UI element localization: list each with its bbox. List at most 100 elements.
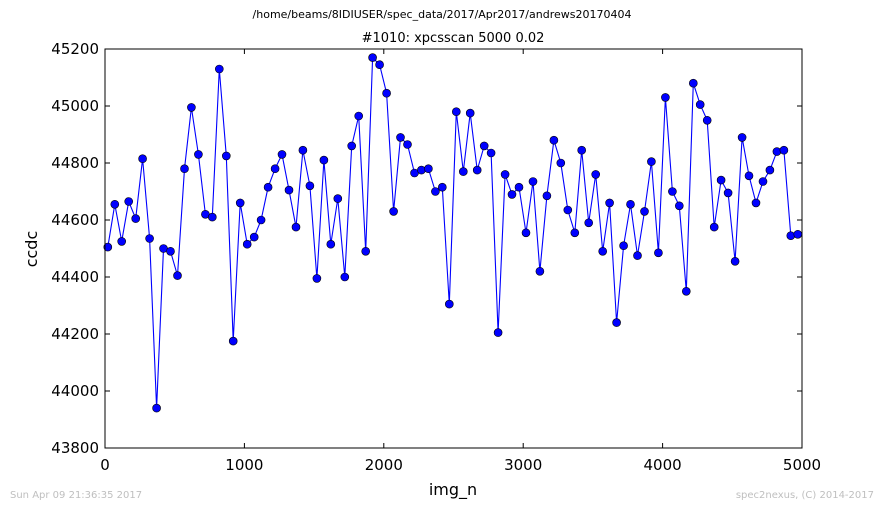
data-point: [417, 165, 426, 175]
data-point: [654, 248, 663, 258]
data-point: [437, 182, 447, 192]
data-point: [619, 241, 628, 250]
footer-credit: spec2nexus, (C) 2014-2017: [736, 490, 874, 501]
data-point: [284, 185, 294, 195]
x-tick-label: 0: [100, 456, 110, 474]
data-point: [180, 164, 189, 173]
y-axis-label: ccdc: [22, 231, 41, 268]
y-tick-label: 44600: [51, 211, 99, 229]
data-point: [382, 88, 391, 98]
data-point: [277, 150, 287, 159]
data-point: [354, 111, 364, 121]
data-point: [305, 181, 315, 191]
data-point: [368, 53, 377, 62]
data-point: [403, 140, 412, 149]
data-point: [242, 239, 252, 249]
data-point: [326, 239, 336, 249]
data-point: [793, 230, 803, 239]
data-point: [493, 328, 503, 337]
data-point: [333, 194, 343, 203]
data-point: [465, 108, 475, 118]
data-point: [166, 247, 175, 256]
data-point: [591, 170, 601, 179]
y-tick-label: 44200: [51, 325, 99, 343]
data-point: [723, 188, 733, 198]
x-tick-label: 2000: [365, 456, 403, 474]
data-point: [695, 100, 705, 109]
data-point: [396, 133, 405, 142]
data-point: [124, 197, 133, 206]
data-point: [688, 78, 698, 88]
data-point: [584, 218, 594, 228]
data-point: [187, 103, 196, 112]
data-point: [779, 145, 789, 155]
series-line: [107, 56, 798, 409]
data-point: [270, 164, 280, 173]
data-point: [640, 207, 649, 216]
x-axis-label: img_n: [429, 480, 477, 500]
y-tick-label: 45000: [51, 97, 99, 115]
data-point: [626, 200, 635, 209]
data-point: [744, 171, 754, 181]
data-point: [716, 175, 726, 185]
data-point: [103, 242, 113, 252]
y-tick-label: 45200: [51, 40, 99, 58]
data-point: [521, 228, 531, 238]
data-point: [661, 93, 670, 102]
data-point: [173, 271, 182, 280]
data-point: [709, 222, 719, 232]
y-tick-label: 44000: [51, 382, 99, 400]
data-point: [222, 151, 231, 161]
data-point: [256, 215, 266, 225]
data-point: [674, 201, 684, 211]
data-point: [598, 247, 608, 256]
data-point: [263, 182, 273, 192]
data-point: [117, 237, 126, 246]
data-point: [612, 318, 621, 327]
data-point: [228, 336, 238, 346]
data-point: [758, 177, 768, 186]
data-point: [131, 214, 140, 223]
data-point: [765, 165, 775, 175]
data-point: [138, 154, 147, 163]
data-point: [458, 167, 468, 176]
data-point: [312, 274, 322, 283]
data-point: [633, 251, 642, 260]
data-point: [570, 228, 580, 238]
data-point: [145, 234, 154, 243]
data-point: [347, 141, 357, 151]
data-point: [152, 403, 161, 413]
x-tick-label: 1000: [225, 456, 263, 474]
plot-frame: [104, 48, 803, 449]
data-point: [577, 145, 587, 155]
data-point: [647, 157, 656, 166]
data-point: [110, 200, 120, 209]
data-point: [298, 145, 308, 155]
x-tick-label: 4000: [644, 456, 682, 474]
data-point: [542, 191, 552, 201]
data-point: [500, 170, 510, 179]
file-path: /home/beams/8IDIUSER/spec_data/2017/Apr2…: [253, 8, 632, 21]
x-tick-label: 5000: [783, 456, 821, 474]
data-point: [772, 147, 782, 156]
data-point: [291, 222, 301, 232]
data-point: [786, 231, 796, 240]
data-point: [472, 165, 482, 175]
y-tick-label: 44400: [51, 268, 99, 286]
data-point: [444, 299, 454, 309]
x-tick-label: 3000: [504, 456, 542, 474]
data-point: [431, 187, 440, 196]
data-point: [528, 177, 538, 186]
data-point: [486, 148, 496, 158]
data-point: [389, 207, 398, 216]
data-point: [194, 150, 203, 159]
data-point: [479, 141, 489, 151]
footer-timestamp: Sun Apr 09 21:36:35 2017: [10, 490, 142, 501]
data-point: [361, 247, 371, 256]
plot-area: 0 1000 2000 3000 4000 5000 43800 44000 44200 4440…: [51, 40, 821, 474]
data-point: [451, 107, 461, 116]
data-point: [424, 164, 433, 173]
data-point: [549, 135, 559, 145]
data-point: [514, 182, 524, 192]
data-point: [668, 187, 677, 196]
